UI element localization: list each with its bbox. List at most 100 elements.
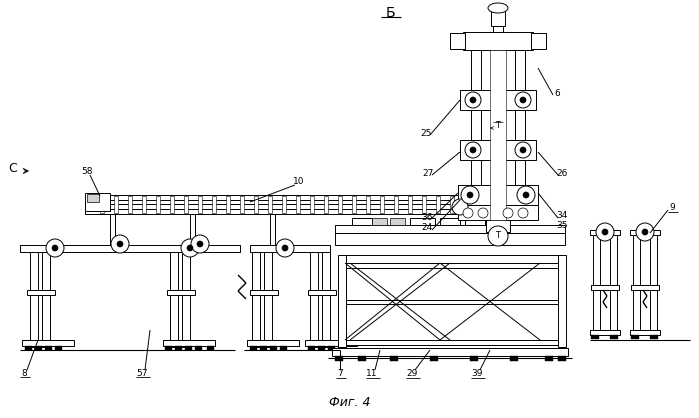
Bar bbox=[252, 252, 260, 347]
Circle shape bbox=[465, 142, 481, 158]
Bar bbox=[318, 346, 325, 350]
Bar bbox=[458, 205, 538, 220]
Bar bbox=[170, 252, 178, 347]
Bar bbox=[310, 252, 318, 347]
Bar bbox=[460, 90, 536, 110]
Circle shape bbox=[191, 235, 209, 253]
Bar bbox=[260, 346, 267, 350]
Bar bbox=[280, 346, 287, 350]
Bar bbox=[268, 196, 272, 213]
Bar bbox=[175, 346, 182, 350]
Text: 10: 10 bbox=[294, 178, 305, 186]
Bar bbox=[100, 196, 104, 213]
Bar bbox=[493, 26, 503, 32]
Bar bbox=[458, 185, 538, 205]
Circle shape bbox=[187, 245, 193, 251]
Bar bbox=[481, 110, 515, 140]
Bar bbox=[390, 356, 398, 361]
Bar bbox=[310, 196, 314, 213]
Bar bbox=[410, 218, 435, 225]
Bar bbox=[450, 196, 454, 213]
Text: Т: Т bbox=[496, 120, 500, 130]
Text: 8: 8 bbox=[21, 370, 27, 379]
Circle shape bbox=[52, 245, 58, 251]
Bar bbox=[372, 218, 387, 225]
Bar bbox=[270, 214, 275, 245]
Bar bbox=[165, 346, 172, 350]
Bar bbox=[545, 356, 553, 361]
Bar bbox=[45, 346, 52, 350]
Circle shape bbox=[46, 239, 64, 257]
Circle shape bbox=[518, 208, 528, 218]
Text: 35: 35 bbox=[556, 222, 568, 230]
Bar bbox=[515, 50, 525, 90]
Bar bbox=[465, 218, 485, 225]
Bar bbox=[531, 33, 546, 49]
Bar bbox=[471, 110, 481, 140]
Bar bbox=[558, 356, 566, 361]
Text: 6: 6 bbox=[554, 89, 560, 97]
Text: 29: 29 bbox=[406, 370, 418, 379]
Circle shape bbox=[636, 223, 654, 241]
Bar bbox=[198, 196, 202, 213]
Bar bbox=[630, 230, 660, 235]
Bar bbox=[471, 160, 481, 185]
Bar bbox=[463, 32, 533, 50]
Bar bbox=[240, 196, 244, 213]
Text: 9: 9 bbox=[669, 204, 675, 212]
Bar bbox=[515, 160, 525, 185]
Circle shape bbox=[117, 241, 123, 247]
Bar bbox=[25, 346, 32, 350]
Bar bbox=[167, 290, 195, 295]
Bar bbox=[352, 218, 372, 225]
Circle shape bbox=[470, 97, 476, 103]
Bar bbox=[593, 235, 600, 330]
Bar bbox=[207, 346, 214, 350]
Bar bbox=[184, 196, 188, 213]
Circle shape bbox=[452, 199, 468, 215]
Text: 11: 11 bbox=[366, 370, 377, 379]
Circle shape bbox=[276, 239, 294, 257]
Bar bbox=[322, 252, 330, 347]
Circle shape bbox=[465, 92, 481, 108]
Bar bbox=[87, 194, 99, 202]
Bar bbox=[85, 195, 460, 200]
Bar bbox=[55, 346, 62, 350]
Text: Б: Б bbox=[385, 6, 395, 20]
Bar bbox=[591, 335, 599, 339]
Bar bbox=[190, 214, 195, 245]
Circle shape bbox=[478, 208, 488, 218]
Bar bbox=[264, 252, 272, 347]
Bar bbox=[42, 252, 50, 347]
Text: 26: 26 bbox=[556, 168, 568, 178]
Circle shape bbox=[596, 223, 614, 241]
Circle shape bbox=[181, 239, 199, 257]
Circle shape bbox=[517, 186, 535, 204]
Bar bbox=[591, 285, 619, 290]
Bar bbox=[610, 235, 617, 330]
Ellipse shape bbox=[488, 3, 508, 13]
Bar bbox=[510, 356, 518, 361]
Bar bbox=[471, 50, 481, 90]
Bar bbox=[610, 335, 618, 339]
Bar bbox=[270, 346, 277, 350]
Bar bbox=[380, 196, 384, 213]
Bar bbox=[352, 196, 356, 213]
Bar bbox=[390, 218, 405, 225]
Circle shape bbox=[470, 147, 476, 153]
Text: Фиг. 4: Фиг. 4 bbox=[329, 397, 370, 410]
Bar bbox=[590, 230, 620, 235]
Text: 24: 24 bbox=[421, 224, 433, 232]
Bar bbox=[85, 200, 460, 204]
Bar bbox=[335, 233, 565, 245]
Circle shape bbox=[111, 235, 129, 253]
Circle shape bbox=[467, 192, 473, 198]
Bar bbox=[422, 196, 426, 213]
Bar bbox=[338, 255, 346, 347]
Bar bbox=[558, 255, 566, 347]
Bar bbox=[335, 225, 565, 233]
Circle shape bbox=[520, 97, 526, 103]
Bar bbox=[27, 290, 55, 295]
Circle shape bbox=[463, 208, 473, 218]
Circle shape bbox=[461, 186, 479, 204]
